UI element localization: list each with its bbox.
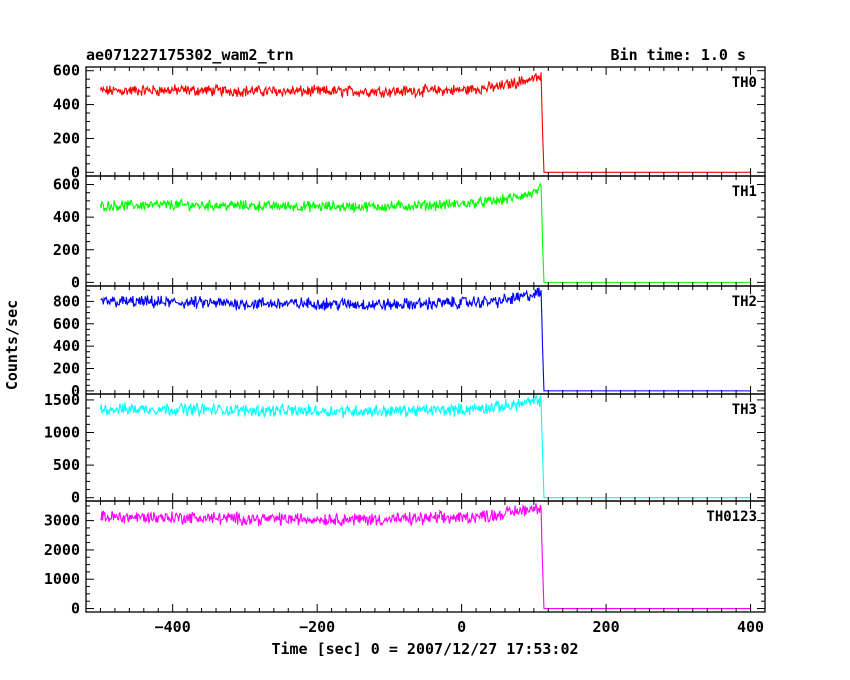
panel-frame [85,500,766,613]
light-curve-th3 [99,394,751,499]
y-tick-label: 1000 [44,570,80,588]
y-tick-label: 200 [53,360,80,378]
panel-th3: 0 500 1000 1500 TH3 [44,391,766,507]
y-tick-label: 200 [53,241,80,259]
y-tick-label: 0 [71,163,80,181]
y-tick-label: 0 [71,273,80,291]
light-curve-th2 [100,287,751,392]
x-axis-label: Time [sec] 0 = 2007/12/27 17:53:02 [271,640,578,658]
panel-frame [85,175,766,287]
y-tick-label: 500 [53,456,80,474]
y-tick-label: 600 [53,62,80,80]
y-tick-label: 3000 [44,512,80,530]
y-tick-label: 400 [53,208,80,226]
light-curve-th0123 [99,503,751,610]
chart-title: ae071227175302_wam2_trn [86,46,294,64]
light-curve-th0 [99,72,751,173]
y-tick-label: 400 [53,337,80,355]
panel-label-th0: TH0 [732,75,757,91]
panel-th1: 0 200 400 600 TH1 [53,175,766,291]
x-tick-label: 200 [593,618,620,636]
panel-frame [85,66,766,177]
y-tick-label: 400 [53,96,80,114]
y-tick-label: 800 [53,292,80,310]
x-tick-label: 400 [737,618,764,636]
y-tick-label: 0 [71,382,80,400]
panels-group: 0 200 400 600 TH0 0 200 400 600 TH1 0 200 400 600 800 T… [44,62,766,636]
light-curve-th1 [99,182,751,283]
y-tick-label: 0 [71,600,80,618]
panel-label-th0123: TH0123 [706,509,757,525]
panel-label-th1: TH1 [732,184,757,200]
panel-th0: 0 200 400 600 TH0 [53,62,766,181]
y-tick-label: 1000 [44,424,80,442]
y-tick-label: 1500 [44,391,80,409]
panel-label-th3: TH3 [732,402,757,418]
y-tick-label: 600 [53,315,80,333]
panel-th0123: 0 1000 2000 3000 TH0123 [44,500,766,618]
panel-th2: 0 200 400 600 800 TH2 [53,285,766,400]
bin-time-label: Bin time: 1.0 s [611,46,746,64]
x-tick-label: 0 [457,618,466,636]
x-tick-label: −200 [299,618,335,636]
y-tick-label: 2000 [44,541,80,559]
y-tick-label: 200 [53,129,80,147]
panel-label-th2: TH2 [732,294,757,310]
y-tick-label: 600 [53,176,80,194]
y-axis-label: Counts/sec [3,300,21,390]
x-tick-label: −400 [155,618,191,636]
y-tick-label: 0 [71,489,80,507]
